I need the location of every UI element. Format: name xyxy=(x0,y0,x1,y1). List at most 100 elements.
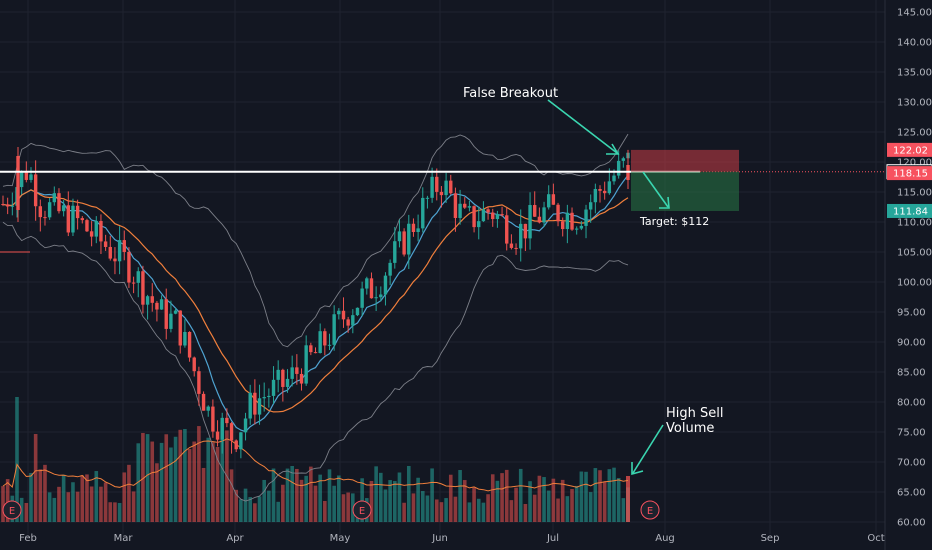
volume-bar xyxy=(215,446,220,522)
price-tick-label: 140.00 xyxy=(897,38,932,49)
volume-bar xyxy=(621,498,626,522)
stop-loss-zone xyxy=(631,149,739,172)
candle-body xyxy=(103,241,108,247)
volume-bar xyxy=(150,441,155,522)
volume-bar xyxy=(565,496,570,522)
volume-bar xyxy=(430,468,434,522)
volume-bar xyxy=(518,468,523,522)
volume-bar xyxy=(472,487,476,522)
candle-body xyxy=(47,202,52,218)
candle-body xyxy=(52,193,57,203)
volume-bar xyxy=(542,477,546,522)
candle-body xyxy=(201,393,206,411)
volume-bar xyxy=(602,481,607,522)
candle-body xyxy=(523,223,528,239)
candle-body xyxy=(290,367,294,379)
candle-body xyxy=(169,313,173,329)
price-tick-label: 130.00 xyxy=(897,98,932,109)
candle-body xyxy=(491,212,495,220)
volume-bar xyxy=(453,496,458,522)
candle-body xyxy=(407,223,411,255)
time-tick-label: Feb xyxy=(19,533,37,544)
volume-bar xyxy=(66,492,71,522)
candle-body xyxy=(397,231,402,242)
volume-bar xyxy=(127,464,131,522)
candle-body xyxy=(229,423,234,441)
volume-bar xyxy=(243,488,248,522)
price-tag xyxy=(887,142,932,157)
time-axis[interactable]: Feb Mar Apr May Jun Jul Aug Sep Oct xyxy=(19,533,885,544)
volume-bar xyxy=(416,477,420,522)
candle-body xyxy=(24,171,29,180)
candle-body xyxy=(509,243,514,248)
candle-body xyxy=(145,296,150,305)
candle-body xyxy=(313,352,318,354)
candle-body xyxy=(136,271,140,283)
candle-body xyxy=(346,319,350,326)
volume-bar xyxy=(570,489,574,522)
volume-arrowhead xyxy=(631,462,644,476)
price-tick-label: 125.00 xyxy=(897,128,932,139)
volume-bar xyxy=(402,502,406,522)
candle-body xyxy=(61,205,66,212)
volume-bar xyxy=(267,490,271,522)
candle-body xyxy=(439,191,444,196)
candle-body xyxy=(38,206,43,218)
candle-body xyxy=(19,171,24,188)
candle-body xyxy=(607,181,612,194)
candle-body xyxy=(514,247,518,249)
candle-body xyxy=(556,204,560,222)
volume-bar xyxy=(71,482,75,522)
volume-bar xyxy=(598,470,602,522)
volume-bar xyxy=(290,465,294,522)
time-tick-label: Apr xyxy=(226,533,244,544)
candle-body xyxy=(472,206,476,228)
volume-bar xyxy=(378,472,383,522)
volume-bar xyxy=(504,469,509,522)
earnings-marker-icon xyxy=(2,500,22,520)
volume-bar xyxy=(537,475,542,522)
volume-bar xyxy=(476,498,481,522)
bollinger-lower xyxy=(2,221,629,502)
candle-body xyxy=(495,214,500,220)
volume-bar xyxy=(481,502,486,522)
price-tick-label: 110.00 xyxy=(897,218,932,229)
candle-body xyxy=(29,174,33,180)
volume-bar xyxy=(159,442,164,522)
volume-moving-average xyxy=(2,438,629,492)
volume-bar xyxy=(411,493,416,522)
candle-body xyxy=(257,398,262,415)
volume-arrow xyxy=(632,424,664,474)
volume-bar xyxy=(164,434,169,522)
candle-body xyxy=(85,220,89,232)
candle-body xyxy=(584,209,588,226)
volume-bar xyxy=(458,470,462,522)
volume-bar xyxy=(434,499,439,522)
volume-bar xyxy=(388,480,392,522)
candle-body xyxy=(486,209,490,213)
price-axis[interactable]: 145.00 140.00 135.00 130.00 125.00 120.00 115.… xyxy=(886,8,932,529)
volume-bar xyxy=(145,434,150,522)
volume-bar xyxy=(374,466,378,522)
volume-ma-line xyxy=(2,438,629,492)
candle-body xyxy=(215,431,220,440)
volume-bar xyxy=(500,473,504,522)
earnings-marker-label: E xyxy=(359,506,365,517)
volume-bar xyxy=(444,498,448,522)
candle-body xyxy=(71,205,75,233)
candle-body xyxy=(5,204,10,207)
volume-bar xyxy=(113,502,117,522)
bollinger-upper xyxy=(2,133,629,348)
candle-body xyxy=(117,240,122,262)
candle-body xyxy=(197,371,201,394)
volume-bar xyxy=(281,484,285,522)
time-tick-label: Jul xyxy=(546,533,559,544)
candle-body xyxy=(281,369,285,387)
candle-body xyxy=(155,302,159,310)
candle-body xyxy=(505,215,509,244)
volume-bar xyxy=(47,492,52,522)
volume-bar xyxy=(99,486,103,522)
candle-body xyxy=(57,193,61,212)
